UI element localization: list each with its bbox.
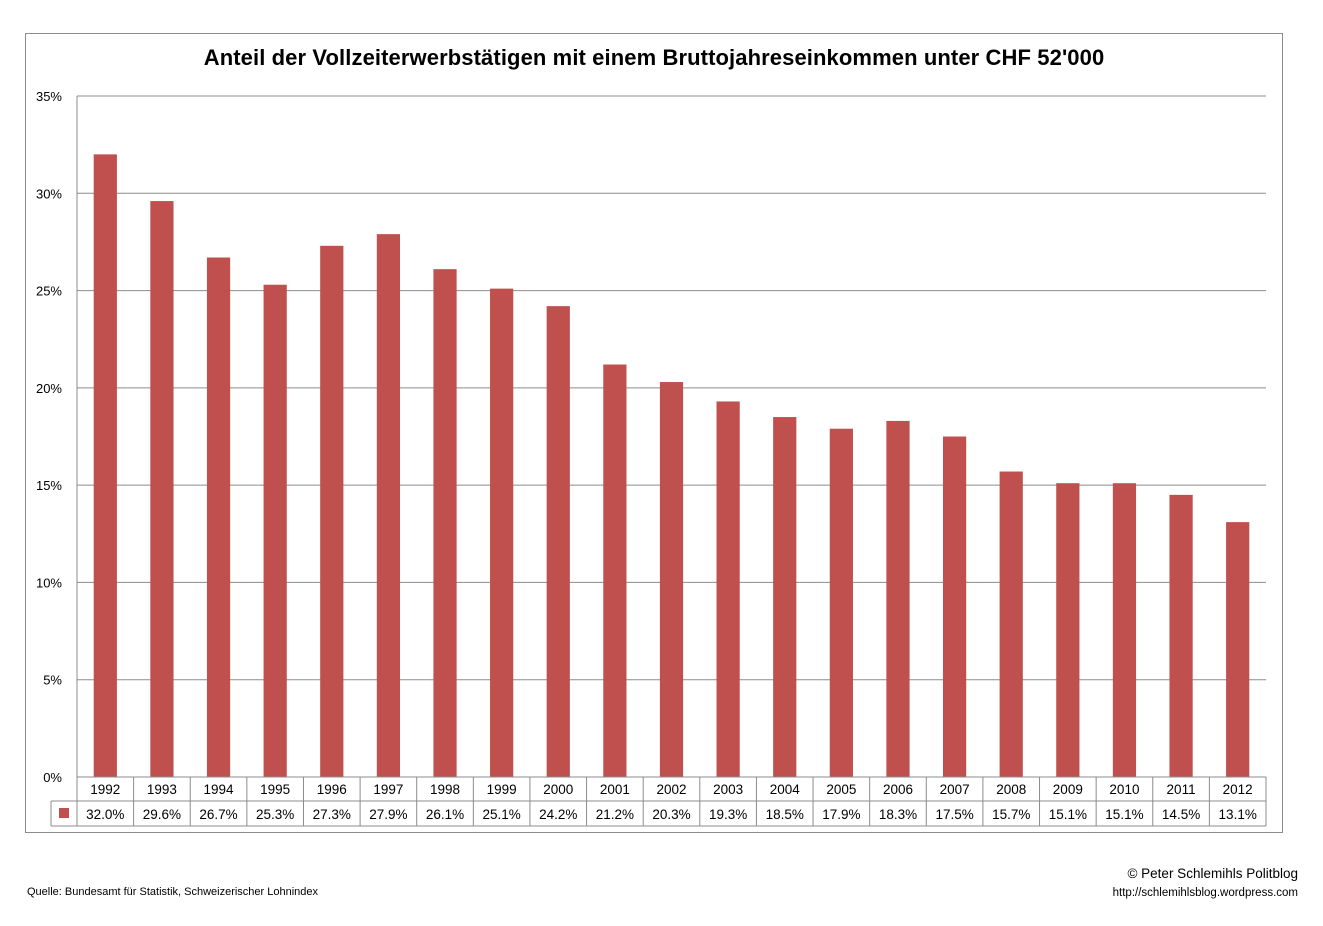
x-tick-label: 1999	[487, 782, 517, 797]
copyright-text: © Peter Schlemihls Politblog	[1127, 866, 1298, 881]
bar	[659, 382, 684, 777]
bar	[829, 428, 853, 777]
bar	[1226, 522, 1250, 777]
x-tick-label: 2009	[1053, 782, 1083, 797]
x-tick-label: 2003	[713, 782, 743, 797]
bar	[546, 306, 570, 777]
y-tick-label: 10%	[36, 575, 62, 590]
y-tick-label: 20%	[36, 381, 62, 396]
y-tick-label: 30%	[36, 186, 62, 201]
x-tick-label: 1997	[373, 782, 403, 797]
y-tick-label: 0%	[43, 770, 62, 785]
x-tick-label: 1992	[90, 782, 120, 797]
data-label: 17.9%	[822, 807, 860, 822]
bar	[206, 257, 231, 778]
source-note: Quelle: Bundesamt für Statistik, Schweiz…	[27, 886, 319, 898]
x-tick-label: 1996	[317, 782, 347, 797]
bar	[490, 288, 514, 777]
data-label: 13.1%	[1219, 807, 1257, 822]
bar	[263, 284, 287, 777]
data-label: 20.3%	[652, 807, 690, 822]
blog-url: http://schlemihlsblog.wordpress.com	[1112, 887, 1298, 899]
data-label: 19.3%	[709, 807, 747, 822]
y-tick-label: 35%	[36, 89, 62, 104]
x-tick-label: 2012	[1223, 782, 1253, 797]
data-label: 18.3%	[879, 807, 917, 822]
data-label: 32.0%	[86, 807, 124, 822]
x-tick-label: 2010	[1109, 782, 1139, 797]
bar	[1056, 483, 1080, 777]
data-label: 15.1%	[1105, 807, 1143, 822]
data-label: 27.3%	[313, 807, 351, 822]
data-label: 25.3%	[256, 807, 294, 822]
data-label: 18.5%	[766, 807, 804, 822]
x-tick-label: 2011	[1167, 782, 1196, 797]
data-label: 14.5%	[1162, 807, 1200, 822]
x-tick-label: 2007	[940, 782, 970, 797]
bar	[1169, 494, 1193, 777]
x-tick-label: 2005	[826, 782, 856, 797]
bar	[773, 417, 797, 777]
bar	[999, 471, 1023, 777]
data-label: 26.7%	[199, 807, 237, 822]
chart-title: Anteil der Vollzeiterwerbstätigen mit ei…	[203, 45, 1105, 70]
y-tick-label: 15%	[36, 478, 62, 493]
data-label: 15.7%	[992, 807, 1030, 822]
y-tick-label: 5%	[43, 673, 62, 688]
x-tick-label: 2006	[883, 782, 913, 797]
y-tick-label: 25%	[36, 284, 62, 299]
x-tick-label: 1995	[260, 782, 290, 797]
data-label: 25.1%	[483, 807, 521, 822]
x-tick-label: 2004	[770, 782, 801, 797]
bar	[320, 245, 344, 777]
bar	[150, 201, 174, 777]
data-label: 15.1%	[1049, 807, 1087, 822]
data-label: 29.6%	[143, 807, 181, 822]
data-label: 27.9%	[369, 807, 407, 822]
bar	[93, 154, 117, 777]
x-tick-label: 2001	[600, 782, 630, 797]
bar	[716, 401, 740, 777]
bar	[376, 234, 401, 777]
x-tick-label: 1993	[147, 782, 177, 797]
data-label: 21.2%	[596, 807, 634, 822]
legend-key	[59, 808, 69, 818]
bar	[433, 269, 457, 777]
x-tick-label: 2000	[543, 782, 573, 797]
data-label: 24.2%	[539, 807, 577, 822]
bar	[886, 420, 910, 777]
bar	[942, 436, 967, 777]
data-label: 26.1%	[426, 807, 464, 822]
x-tick-label: 2008	[996, 782, 1026, 797]
x-tick-label: 1998	[430, 782, 460, 797]
x-tick-label: 2002	[656, 782, 686, 797]
x-tick-label: 1994	[204, 782, 235, 797]
bar	[1112, 483, 1137, 777]
data-label: 17.5%	[935, 807, 973, 822]
bar	[603, 364, 627, 777]
